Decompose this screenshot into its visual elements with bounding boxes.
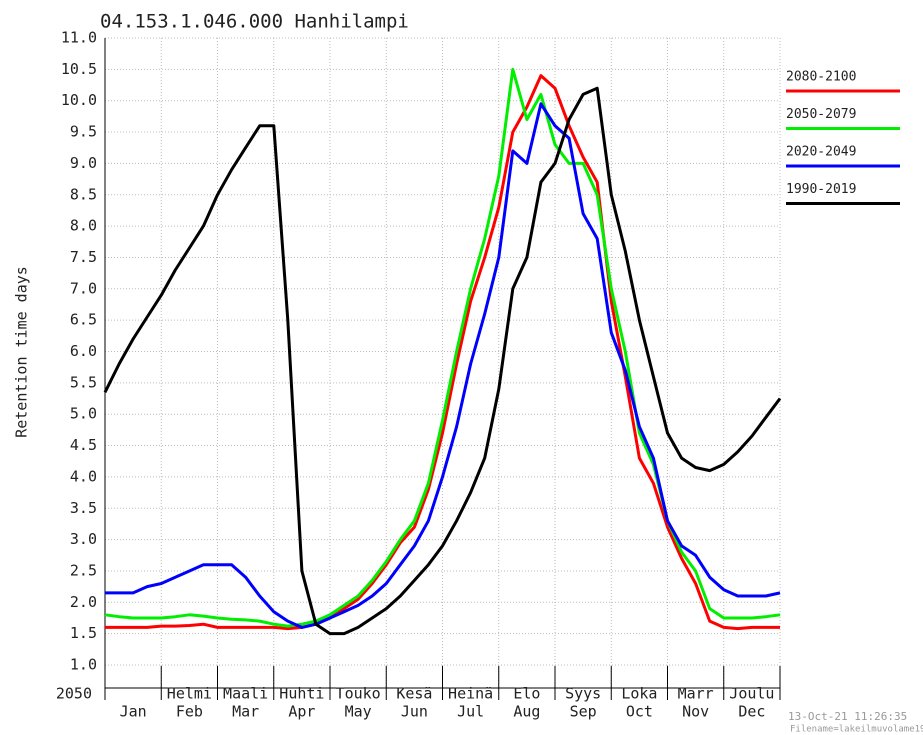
legend-label: 2080-2100 [786,70,856,85]
month-label-fi: Marr [678,685,714,703]
y-tick-label: 8.5 [70,185,97,203]
y-tick-label: 1.0 [70,656,97,674]
legend-label: 2020-2049 [786,145,856,160]
year-label: 2050 [56,685,92,703]
y-tick-label: 7.0 [70,279,97,297]
month-label-fi: Loka [621,685,657,703]
series-line [103,86,782,636]
month-label: Mar [232,703,259,721]
month-label: Apr [288,703,315,721]
y-tick-label: 8.0 [70,217,97,235]
month-label: Dec [738,703,765,721]
y-tick-label: 1.5 [70,624,97,642]
y-tick-label: 5.5 [70,373,97,391]
y-tick-label: 2.5 [70,561,97,579]
month-label-fi: Kesä [396,685,432,703]
y-tick-label: 4.5 [70,436,97,454]
y-tick-label: 6.0 [70,342,97,360]
month-label-fi: Helmi [167,685,212,703]
y-tick-label: 10.0 [61,91,97,109]
month-label: Nov [682,703,709,721]
month-label-fi: Elo [513,685,540,703]
month-label-fi: Syys [565,685,601,703]
filename: Filename=lakeilmuvolame19 [790,725,923,735]
y-tick-label: 7.5 [70,248,97,266]
y-tick-label: 9.5 [70,123,97,141]
legend-label: 2050-2079 [786,107,856,122]
y-tick-label: 5.0 [70,405,97,423]
y-tick-label: 4.0 [70,467,97,485]
month-label-fi: Maali [223,685,268,703]
legend-label: 1990-2019 [786,182,856,197]
timestamp: 13-Oct-21 11:26:35 [788,710,907,723]
y-axis-label: Retention time days [13,266,31,438]
month-label: Feb [176,703,203,721]
month-label-fi: Joulu [729,685,774,703]
month-label: Sep [570,703,597,721]
y-tick-label: 2.0 [70,593,97,611]
month-label: May [345,703,372,721]
y-tick-label: 3.0 [70,530,97,548]
series-line [105,74,780,631]
y-tick-label: 9.0 [70,154,97,172]
month-label: Oct [626,703,653,721]
y-tick-label: 11.0 [61,29,97,47]
month-label: Aug [513,703,540,721]
month-label-fi: Heinä [448,685,493,703]
chart-title: 04.153.1.046.000 Hanhilampi [100,11,409,33]
month-label: Jun [401,703,428,721]
y-tick-label: 3.5 [70,499,97,517]
month-label: Jan [120,703,147,721]
month-label-fi: Huhti [279,685,324,703]
y-tick-label: 6.5 [70,311,97,329]
y-tick-label: 10.5 [61,60,97,78]
month-label-fi: Touko [336,685,381,703]
month-label: Jul [457,703,484,721]
series-line [105,102,781,629]
